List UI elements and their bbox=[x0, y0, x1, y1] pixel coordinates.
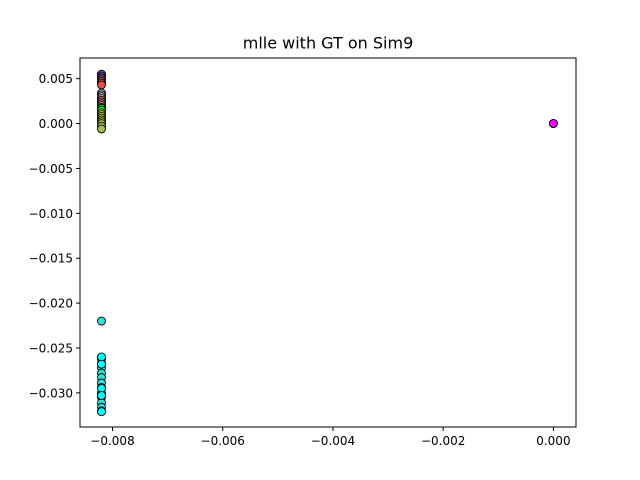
chart-title: mlle with GT on Sim9 bbox=[243, 34, 414, 53]
plot-area: −0.008 −0.006 −0.004 −0.002 0.000 0.005 0.000… bbox=[29, 57, 577, 448]
x-axis: −0.008 −0.006 −0.004 −0.002 0.000 bbox=[90, 427, 571, 448]
x-tick-label: −0.004 bbox=[311, 434, 355, 448]
data-point bbox=[97, 359, 106, 369]
y-tick-label: −0.015 bbox=[29, 252, 73, 266]
data-point bbox=[97, 80, 106, 90]
data-point bbox=[548, 119, 558, 128]
data-point bbox=[97, 124, 106, 134]
x-tick-label: 0.000 bbox=[536, 434, 570, 448]
data-point bbox=[97, 407, 106, 417]
y-tick-label: −0.020 bbox=[29, 297, 73, 311]
y-tick-label: 0.005 bbox=[39, 72, 73, 86]
y-tick-label: −0.005 bbox=[29, 162, 73, 176]
data-point bbox=[97, 391, 106, 401]
axes-frame bbox=[79, 57, 577, 428]
y-tick-label: −0.030 bbox=[29, 386, 73, 400]
y-axis: 0.005 0.000 −0.005 −0.010 −0.015 −0.020 −0.025… bbox=[29, 72, 80, 400]
y-tick-label: −0.010 bbox=[29, 207, 73, 221]
y-tick-label: −0.025 bbox=[29, 341, 73, 355]
data-point bbox=[97, 316, 106, 326]
x-tick-label: −0.006 bbox=[201, 434, 245, 448]
x-tick-label: −0.008 bbox=[90, 434, 134, 448]
y-tick-label: 0.000 bbox=[39, 117, 73, 131]
data-points bbox=[97, 69, 558, 417]
x-tick-label: −0.002 bbox=[421, 434, 465, 448]
